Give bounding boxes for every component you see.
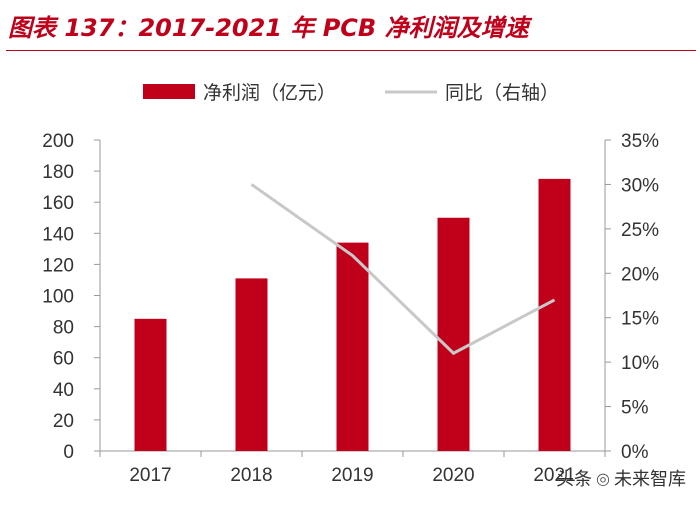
- legend-line-label: 同比（右轴）: [445, 82, 559, 104]
- x-tick-label: 2018: [230, 465, 272, 486]
- left-tick-label: 200: [42, 131, 74, 152]
- left-tick-label: 140: [42, 224, 74, 245]
- left-tick-label: 80: [53, 318, 74, 339]
- right-tick-label: 20%: [621, 264, 659, 285]
- right-tick-label: 25%: [621, 220, 659, 241]
- title-divider: [6, 50, 696, 51]
- x-tick-label: 2017: [129, 465, 171, 486]
- left-tick-label: 0: [63, 442, 74, 463]
- left-tick-label: 100: [42, 287, 74, 308]
- watermark: 头条 ◎ 未来智库: [556, 465, 686, 491]
- legend-bar-label: 净利润（亿元）: [203, 82, 336, 104]
- bar: [336, 242, 369, 451]
- watermark-handle: 未来智库: [614, 469, 686, 490]
- x-tick-label: 2021: [533, 465, 575, 486]
- left-tick-label: 40: [53, 380, 74, 401]
- left-tick-label: 20: [53, 411, 74, 432]
- right-tick-label: 10%: [621, 353, 659, 374]
- left-tick-label: 60: [53, 349, 74, 370]
- right-tick-label: 5%: [621, 398, 649, 419]
- left-tick-label: 160: [42, 193, 74, 214]
- left-tick-label: 180: [42, 162, 74, 183]
- watermark-prefix: 头条: [556, 469, 593, 490]
- chart-title: 图表 137：2017-2021 年 PCB 净利润及增速: [8, 14, 529, 42]
- x-tick-label: 2019: [331, 465, 373, 486]
- right-tick-label: 0%: [621, 442, 649, 463]
- bar: [538, 178, 571, 451]
- bar: [437, 217, 470, 451]
- weibo-like-logo-icon: ◎: [596, 468, 610, 488]
- growth-line: [250, 183, 556, 356]
- right-tick-label: 35%: [621, 131, 659, 152]
- bar: [235, 278, 268, 451]
- right-tick-label: 15%: [621, 309, 659, 330]
- left-tick-label: 120: [42, 255, 74, 276]
- x-tick-label: 2020: [432, 465, 474, 486]
- legend-bar-swatch: [143, 84, 195, 99]
- bar: [134, 318, 167, 451]
- right-tick-label: 30%: [621, 175, 659, 196]
